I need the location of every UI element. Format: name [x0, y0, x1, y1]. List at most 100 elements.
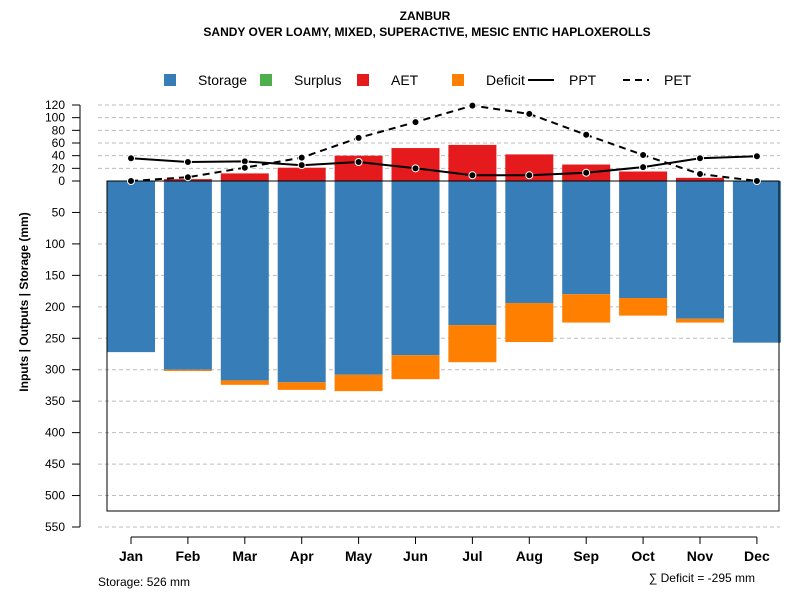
deficit-bar-sep: [562, 294, 611, 323]
storage-bar-dec: [732, 181, 781, 343]
y-tick-lower-250: 250: [45, 331, 65, 345]
x-axis: Jan Feb Mar Apr May Jun Jul Aug Sep Oct Nov Dec: [119, 536, 770, 564]
x-label-may: May: [345, 548, 372, 564]
x-label-dec: Dec: [744, 548, 770, 564]
legend-swatch-surplus: [260, 74, 272, 86]
y-tick-lower-500: 500: [45, 489, 65, 503]
x-label-sep: Sep: [573, 548, 599, 564]
y-tick-upper-60: 60: [52, 136, 66, 150]
chart-title: ZANBUR: [400, 9, 451, 23]
ppt-point-jun: [411, 164, 420, 173]
pet-point-oct: [639, 151, 648, 160]
pet-point-jun: [411, 118, 420, 127]
ppt-point-may: [354, 158, 363, 166]
y-tick-lower-450: 450: [45, 457, 65, 471]
ppt-point-sep: [582, 168, 591, 177]
legend-label-storage: Storage: [198, 72, 247, 88]
deficit-bar-feb: [163, 369, 212, 371]
legend: Storage Surplus AET Deficit PPT PET: [164, 72, 692, 88]
deficit-bar-jun: [391, 355, 440, 380]
x-label-apr: Apr: [290, 548, 315, 564]
storage-bar-nov: [676, 181, 724, 319]
pet-point-feb: [183, 173, 192, 182]
y-tick-lower-150: 150: [45, 268, 65, 282]
ppt-point-apr: [297, 161, 306, 170]
deficit-bar-may: [334, 374, 383, 392]
legend-label-surplus: Surplus: [294, 72, 341, 88]
y-tick-upper-120: 120: [45, 98, 65, 112]
legend-label-ppt: PPT: [569, 72, 597, 88]
pet-point-may: [354, 133, 363, 142]
pet-point-apr: [297, 153, 306, 162]
gridlines: [98, 104, 780, 528]
y-tick-upper-100: 100: [45, 111, 65, 125]
ppt-point-jan: [127, 154, 135, 163]
deficit-bar-oct: [619, 298, 668, 316]
aet-bar-nov: [676, 177, 724, 181]
storage-bar-jun: [391, 181, 440, 356]
legend-swatch-deficit: [452, 74, 464, 86]
y-tick-lower-300: 300: [45, 363, 65, 377]
ppt-point-feb: [183, 158, 192, 166]
storage-bar-oct: [619, 181, 668, 299]
y-axis: 1201008060402005010015020025030035040045…: [45, 98, 81, 534]
y-axis-label: Inputs | Outputs | Storage (mm): [17, 212, 31, 391]
storage-bar-apr: [277, 181, 326, 383]
aet-bar-mar: [220, 173, 269, 181]
deficit-bar-aug: [505, 303, 554, 343]
pet-point-dec: [752, 177, 761, 185]
y-tick-lower-350: 350: [45, 394, 65, 408]
pet-point-mar: [240, 163, 249, 172]
plot-frame: [106, 180, 780, 512]
ppt-line: [130, 155, 757, 177]
ppt-point-aug: [525, 171, 534, 180]
legend-label-aet: AET: [391, 72, 419, 88]
y-tick-upper-80: 80: [52, 123, 66, 137]
pet-point-jul: [468, 101, 477, 110]
bars: [107, 144, 781, 392]
x-label-jun: Jun: [403, 548, 428, 564]
x-label-nov: Nov: [687, 548, 714, 564]
series-lines: [127, 101, 761, 185]
deficit-note: ∑ Deficit = -295 mm: [649, 571, 755, 585]
storage-bar-feb: [163, 181, 212, 370]
legend-label-pet: PET: [664, 72, 692, 88]
y-tick-lower-400: 400: [45, 426, 65, 440]
legend-swatch-aet: [357, 74, 369, 86]
storage-bar-may: [334, 181, 383, 375]
ppt-point-dec: [752, 152, 761, 161]
x-label-feb: Feb: [175, 548, 200, 564]
ppt-point-oct: [639, 163, 648, 172]
x-label-mar: Mar: [232, 548, 257, 564]
deficit-bar-jul: [448, 325, 497, 363]
y-tick-lower-50: 50: [52, 205, 66, 219]
deficit-bar-nov: [676, 318, 724, 323]
x-label-aug: Aug: [516, 548, 543, 564]
aet-bar-apr: [277, 167, 326, 181]
y-tick-upper-0: 0: [58, 174, 65, 188]
pet-point-aug: [525, 109, 534, 118]
y-tick-lower-100: 100: [45, 237, 65, 251]
storage-bar-sep: [562, 181, 611, 295]
pet-point-sep: [582, 130, 591, 139]
storage-note: Storage: 526 mm: [98, 575, 190, 589]
deficit-bar-mar: [220, 380, 269, 385]
storage-bar-aug: [505, 181, 554, 304]
y-tick-lower-550: 550: [45, 520, 65, 534]
pet-point-nov: [696, 170, 704, 179]
pet-point-jan: [127, 177, 135, 185]
y-tick-lower-200: 200: [45, 300, 65, 314]
x-label-jul: Jul: [462, 548, 482, 564]
legend-swatch-storage: [164, 74, 176, 86]
x-label-jan: Jan: [119, 548, 143, 564]
legend-label-deficit: Deficit: [486, 72, 525, 88]
deficit-bar-apr: [277, 382, 326, 390]
storage-bar-jul: [448, 181, 497, 326]
aet-bar-oct: [619, 171, 668, 181]
y-tick-upper-40: 40: [52, 149, 66, 163]
chart-subtitle: SANDY OVER LOAMY, MIXED, SUPERACTIVE, ME…: [203, 25, 650, 39]
storage-bar-mar: [220, 181, 269, 381]
storage-bar-jan: [107, 181, 155, 353]
x-label-oct: Oct: [631, 548, 655, 564]
